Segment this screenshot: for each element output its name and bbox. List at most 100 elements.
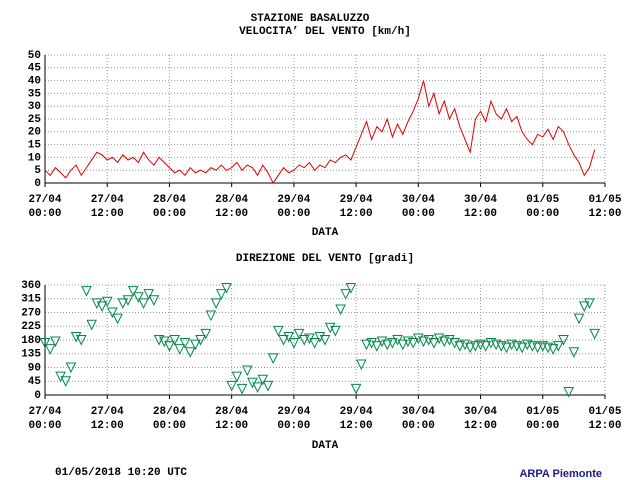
direction-marker [470, 341, 481, 352]
direction-marker [215, 289, 227, 300]
direction-marker [169, 335, 180, 346]
y-tick-label: 180 [21, 335, 41, 347]
direction-marker [65, 362, 77, 374]
direction-marker [195, 335, 206, 346]
direction-marker [578, 301, 590, 313]
direction-marker [81, 286, 92, 297]
direction-marker [267, 353, 279, 364]
direction-marker [221, 283, 232, 294]
direction-marker [361, 339, 372, 351]
direction-marker [501, 342, 512, 354]
direction-marker [309, 338, 320, 349]
y-tick-label: 45 [28, 63, 42, 75]
y-tick-label: 90 [28, 362, 41, 374]
direction-marker [278, 335, 289, 346]
direction-marker [438, 336, 450, 348]
station-title: STAZIONE BASALUZZO [251, 13, 370, 25]
direction-marker [200, 328, 212, 340]
direction-marker [418, 336, 429, 348]
direction-marker [449, 338, 460, 349]
x-tick-label: 29/04 00:00 [277, 406, 311, 432]
direction-marker [127, 286, 139, 297]
direction-marker [330, 325, 341, 337]
direction-marker [252, 382, 263, 393]
speed-line [44, 80, 596, 184]
y-tick-label: 30 [28, 101, 41, 113]
direction-marker [345, 283, 357, 294]
direction-marker [444, 335, 455, 346]
y-tick-label: 0 [34, 390, 41, 402]
x-tick-label: 01/05 00:00 [526, 406, 560, 432]
y-tick-label: 0 [34, 178, 41, 190]
y-tick-label: 225 [21, 321, 41, 333]
direction-marker [584, 298, 595, 309]
direction-marker [210, 298, 222, 309]
x-tick-label: 29/04 12:00 [339, 194, 373, 220]
direction-marker [319, 335, 331, 346]
direction-marker [101, 296, 113, 308]
direction-marker [122, 295, 134, 306]
direction-marker [174, 344, 186, 355]
x-tick-label: 27/04 12:00 [90, 406, 124, 432]
y-tick-label: 5 [34, 165, 41, 177]
x-axis-label: DATA [312, 227, 339, 239]
y-tick-label: 40 [28, 76, 41, 88]
x-tick-label: 28/04 12:00 [215, 194, 249, 220]
direction-marker [355, 359, 367, 371]
direction-marker [70, 331, 82, 343]
direction-marker [371, 341, 383, 352]
direction-marker [376, 336, 388, 348]
x-tick-label: 28/04 00:00 [152, 406, 186, 432]
direction-marker [96, 301, 108, 313]
direction-marker [236, 383, 248, 395]
direction-marker [75, 335, 87, 346]
x-tick-label: 01/05 00:00 [526, 194, 560, 220]
y-tick-label: 50 [28, 50, 41, 62]
direction-marker [226, 380, 237, 392]
direction-marker [133, 292, 144, 303]
direction-marker [558, 335, 569, 346]
source: ARPA Piemonte [519, 468, 602, 480]
direction-marker [288, 338, 300, 349]
direction-marker [44, 344, 56, 355]
x-tick-label: 30/04 00:00 [401, 194, 435, 220]
direction-marker [464, 342, 476, 354]
direction-marker [60, 376, 72, 387]
direction-marker [423, 335, 435, 346]
direction-marker [366, 338, 377, 349]
direction-marker [454, 341, 466, 352]
direction-marker [589, 328, 600, 340]
direction-marker [335, 304, 346, 316]
direction-marker [138, 298, 149, 309]
direction-marker [387, 338, 398, 349]
y-tick-label: 270 [21, 307, 41, 319]
direction-marker [350, 383, 362, 395]
direction-marker [573, 313, 585, 325]
timestamp: 01/05/2018 10:20 UTC [55, 467, 187, 479]
x-axis-label: DATA [312, 440, 339, 452]
direction-marker [568, 347, 580, 358]
direction-marker [262, 380, 274, 392]
direction-marker [50, 336, 61, 348]
direction-marker [314, 331, 326, 343]
direction-marker [257, 374, 269, 386]
x-tick-label: 01/05 12:00 [588, 406, 622, 432]
direction-marker [86, 319, 97, 331]
direction-marker [293, 328, 305, 340]
y-tick-label: 315 [21, 294, 41, 306]
direction-marker [413, 333, 424, 345]
direction-marker [298, 335, 310, 346]
direction-marker [184, 347, 196, 358]
direction-marker [39, 338, 51, 349]
direction-marker [164, 341, 175, 352]
x-tick-label: 28/04 00:00 [152, 194, 186, 220]
x-tick-label: 28/04 12:00 [215, 406, 249, 432]
y-tick-label: 10 [28, 152, 41, 164]
y-tick-label: 20 [28, 127, 41, 139]
direction-marker [283, 331, 295, 343]
direction-marker [324, 322, 336, 334]
direction-marker [547, 344, 559, 355]
direction-marker [407, 338, 419, 349]
